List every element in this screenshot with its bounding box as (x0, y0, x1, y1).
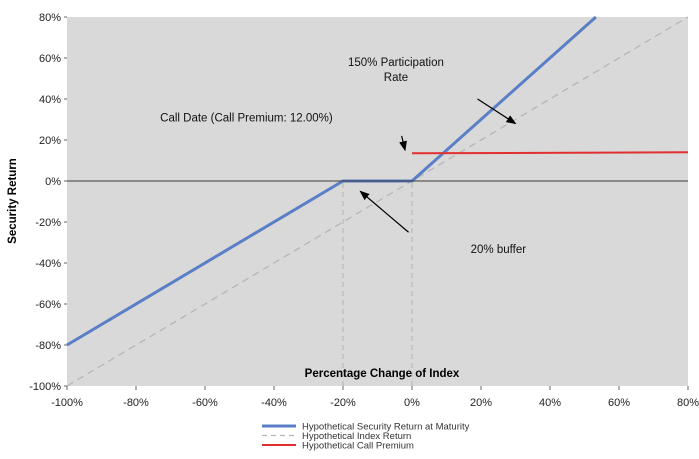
x-tick-label: -100% (51, 397, 83, 409)
y-tick-label: 0% (45, 176, 61, 188)
legend-label-1: Hypothetical Index Return (302, 431, 411, 442)
y-tick-label: -20% (35, 217, 61, 229)
x-axis-title: Percentage Change of Index (305, 368, 460, 380)
x-tick-label: -80% (123, 397, 149, 409)
series-line-2 (411, 151, 689, 155)
annotation-2-line-0: 20% buffer (471, 244, 527, 256)
x-tick-label: -60% (192, 397, 218, 409)
annotation-arrow-2 (359, 190, 409, 233)
annotation-0-line-1: Rate (384, 72, 408, 84)
reference-lines (342, 181, 413, 386)
legend-label-0: Hypothetical Security Return at Maturity (302, 422, 470, 433)
y-tick-label: -60% (35, 299, 61, 311)
y-tick-labels: -100% -80% -60% -40% -20% 0% 20% 40% 60% 80% (29, 12, 67, 393)
legend-label-2: Hypothetical Call Premium (302, 441, 414, 452)
x-tick-label: 0% (404, 397, 420, 409)
series-line-1 (66, 16, 689, 387)
annotation-0-line-0: 150% Participation (348, 57, 444, 69)
legend: Hypothetical Security Return at Maturity… (262, 422, 470, 452)
x-tick-label: -20% (330, 397, 356, 409)
x-tick-label: 40% (539, 397, 561, 409)
x-tick-label: 80% (677, 397, 699, 409)
x-tick-label: 60% (608, 397, 630, 409)
y-tick-label: -80% (35, 340, 61, 352)
y-axis-title: Security Return (7, 158, 19, 244)
annotation-1-line-0: Call Date (Call Premium: 12.00%) (160, 113, 333, 125)
x-tick-label: -40% (261, 397, 287, 409)
y-tick-label: 80% (39, 12, 61, 24)
annotation-arrow-0 (477, 98, 517, 125)
y-tick-label: -100% (29, 381, 61, 393)
x-tick-labels: -100% -80% -60% -40% -20% 0% 20% 40% 60% 80% (51, 386, 699, 409)
y-tick-label: 20% (39, 135, 61, 147)
y-tick-label: 40% (39, 94, 61, 106)
y-tick-label: 60% (39, 53, 61, 65)
annotation-arrow-1 (399, 135, 407, 152)
x-tick-label: 20% (470, 397, 492, 409)
y-tick-label: -40% (35, 258, 61, 270)
annotations: 150% Participation Rate Call Date (Call Pr… (160, 57, 526, 256)
